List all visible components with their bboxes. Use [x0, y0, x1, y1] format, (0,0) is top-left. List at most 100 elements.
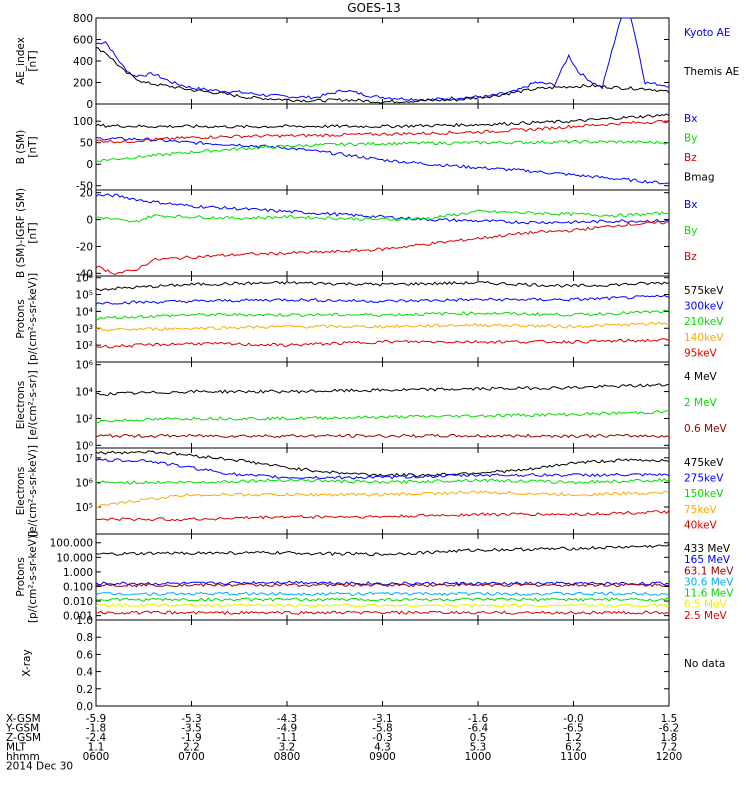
x-row-value: 0900: [369, 751, 396, 763]
legend-label: Bx: [684, 199, 697, 211]
legend-label: Bmag: [684, 172, 715, 184]
x-row-label: Z-GSM: [6, 732, 41, 744]
series-line-40keV: [95, 510, 670, 522]
y-tick-label: 800: [73, 13, 93, 25]
y-axis-label-line: [e/(cm²-s-sr)]: [27, 370, 39, 439]
x-row-value: -4.3: [277, 713, 298, 725]
y-tick-label: 0: [86, 99, 93, 111]
legend-label: 63.1 MeV: [684, 565, 734, 577]
x-row-value: 1200: [656, 751, 683, 763]
legend-label: Kyoto AE: [684, 27, 730, 39]
y-axis-label-line: [nT]: [27, 136, 39, 157]
series-line-275keV: [95, 458, 670, 480]
series-line-6.5-MeV: [95, 603, 670, 608]
y-tick-label: 10⁰: [75, 440, 93, 452]
series-line-Bx: [95, 193, 670, 225]
legend-label: 95keV: [684, 347, 718, 359]
legend-label: 475keV: [684, 457, 724, 469]
series-line-300keV: [95, 294, 670, 305]
y-axis-label-line: [e/(cm²-s-sr-keV)]: [27, 445, 39, 537]
y-tick-label: 0.8: [76, 632, 93, 644]
legend-label: Bx: [684, 113, 697, 125]
panel-frame: [95, 189, 670, 277]
x-row-value: 0.5: [470, 732, 487, 744]
panel-xray: 0.0 0.2 0.4 0.6 0.8 1.0 X-ray No data: [21, 615, 725, 713]
x-date-label: 2014 Dec 30: [6, 761, 73, 773]
y-tick-label: -20: [76, 241, 93, 253]
legend-label: 30.6 MeV: [684, 576, 734, 588]
y-tick-label: 10⁶: [75, 477, 93, 489]
series-line-63.1-MeV: [95, 582, 670, 588]
panel-frame: [95, 103, 670, 191]
x-row-value: 3.2: [279, 742, 296, 754]
y-axis-label-line: Protons: [15, 299, 27, 338]
series-line-140keV: [95, 321, 670, 332]
y-axis-label: Protons[p/(cm²-s-sr-keV)]: [15, 273, 39, 365]
series-line-475keV: [95, 450, 670, 478]
panel-ae: 0 200 400 600 800 AE_index[nT] Kyoto AE Themis …: [15, 13, 739, 111]
y-tick-label: -40: [76, 268, 93, 280]
y-tick-label: 10⁷: [75, 453, 93, 465]
y-tick-label: 0.0: [76, 701, 93, 713]
series-line-575keV: [95, 280, 670, 292]
x-row-value: 2.2: [183, 742, 200, 754]
series-line-4-MeV: [95, 383, 670, 396]
x-row-label: X-GSM: [6, 713, 41, 725]
legend-label: Themis AE: [683, 66, 739, 78]
x-row-value: -0.3: [372, 732, 393, 744]
series-line-75keV: [95, 490, 670, 508]
legend-label: 300keV: [684, 301, 724, 313]
y-tick-label: 20: [80, 188, 93, 200]
x-row-label: MLT: [6, 742, 26, 754]
y-axis-label: Electrons[e/(cm²-s-sr)]: [15, 370, 39, 439]
x-row-value: 7.2: [661, 742, 678, 754]
y-tick-label: 10.000: [56, 552, 93, 564]
series-line-By: [95, 139, 670, 163]
x-row-value: 0800: [274, 751, 301, 763]
y-axis-label: Protons[p/(cm²-s-sr-keV)]: [15, 531, 39, 623]
legend-label: 575keV: [684, 285, 724, 297]
legend-label: 4 MeV: [684, 371, 718, 383]
y-axis-label-line: Protons: [15, 557, 27, 596]
y-tick-label: 400: [73, 56, 93, 68]
y-tick-label: 10⁶: [75, 273, 93, 285]
legend-label: Bz: [684, 251, 697, 263]
x-row-value: -1.8: [86, 723, 107, 735]
series-line-Bz: [95, 220, 670, 276]
plot-title: GOES-13: [347, 1, 401, 15]
series-line-210keV: [95, 309, 669, 321]
y-tick-label: 1.000: [63, 567, 93, 579]
y-tick-label: 0.100: [63, 581, 93, 593]
legend-label: 75keV: [684, 504, 718, 516]
y-tick-label: 10³: [75, 323, 93, 335]
y-tick-label: 0.4: [76, 667, 93, 679]
y-axis-label-line: AE_index: [15, 37, 27, 85]
y-axis-label-line: Electrons: [15, 381, 27, 430]
series-line-30.6-MeV: [95, 591, 670, 596]
y-tick-label: 10⁴: [75, 387, 93, 399]
x-row-value: 1000: [465, 751, 492, 763]
panel-frame: [95, 447, 670, 535]
y-tick-label: 600: [73, 35, 93, 47]
x-row-value: 6.2: [565, 742, 582, 754]
x-row-value: -3.1: [372, 713, 393, 725]
y-tick-label: -50: [76, 181, 93, 193]
x-row-value: -6.4: [468, 723, 489, 735]
y-tick-label: 10⁴: [75, 306, 93, 318]
panel-frame: [95, 533, 670, 621]
legend-label: 210keV: [684, 316, 724, 328]
x-row-value: 1.2: [565, 732, 582, 744]
legend-label: 150keV: [684, 488, 724, 500]
x-row-value: 1.1: [88, 742, 105, 754]
x-row-value: -5.8: [372, 723, 393, 735]
legend-label: By: [684, 225, 697, 237]
x-row-value: 0700: [178, 751, 205, 763]
x-row-value: 4.3: [374, 742, 391, 754]
x-row-value: -4.9: [277, 723, 298, 735]
panel-electrons2: 10⁵ 10⁶ 10⁷ Electrons[e/(cm²-s-sr-keV)] 475k…: [15, 445, 724, 537]
x-row-value: -1.6: [468, 713, 489, 725]
x-row-value: 1.8: [661, 732, 678, 744]
y-tick-label: 0.2: [76, 684, 93, 696]
series-line-2-MeV: [95, 410, 670, 424]
